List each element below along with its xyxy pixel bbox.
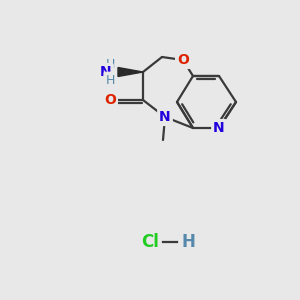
Text: N: N	[100, 65, 112, 79]
Text: N: N	[159, 110, 171, 124]
Text: H: H	[181, 233, 195, 251]
Text: O: O	[177, 53, 189, 67]
Text: Cl: Cl	[141, 233, 159, 251]
Text: N: N	[213, 121, 225, 135]
Text: H: H	[105, 58, 115, 70]
Text: O: O	[104, 93, 116, 107]
Polygon shape	[118, 68, 143, 76]
Text: H: H	[105, 74, 115, 86]
